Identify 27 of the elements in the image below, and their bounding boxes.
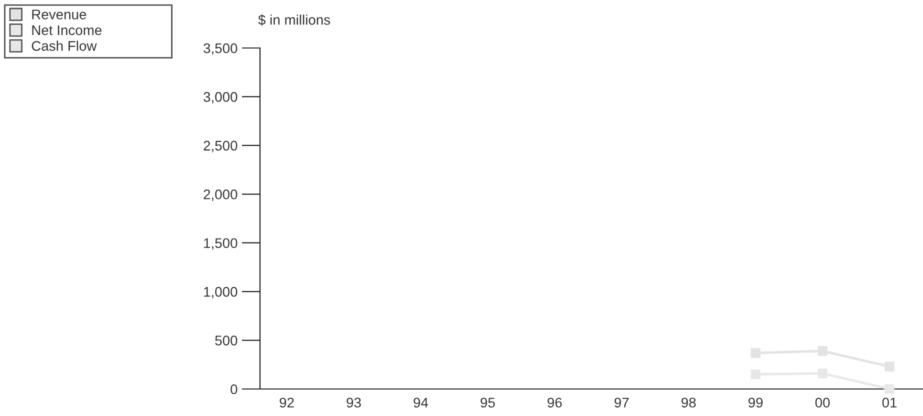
- y-tick-label: 3,000: [204, 92, 238, 104]
- x-tick-label: 96: [548, 398, 562, 408]
- legend-label: Revenue: [32, 10, 86, 20]
- x-tick-label: 92: [280, 398, 294, 408]
- x-tick-label: 01: [882, 398, 897, 408]
- x-tick-label: 93: [346, 398, 361, 408]
- point: [750, 370, 760, 380]
- y-tick-label: 2,500: [204, 140, 238, 152]
- point: [884, 384, 894, 394]
- point: [884, 362, 894, 372]
- y-tick-label: 1,500: [204, 238, 238, 250]
- legend-label: Cash Flow: [32, 40, 97, 51]
- x-tick-label: 99: [748, 398, 763, 408]
- legend-label: Net Income: [32, 25, 102, 36]
- y-tick-label: 0: [230, 384, 238, 394]
- y-axis-title: $ in millions: [258, 14, 330, 26]
- point: [818, 346, 828, 356]
- point: [750, 348, 760, 358]
- y-tick-label: 1,000: [204, 286, 238, 298]
- x-tick-label: 95: [480, 398, 495, 408]
- y-tick-label: 2,000: [204, 189, 238, 201]
- x-tick-label: 94: [414, 398, 428, 408]
- x-tick-label: 98: [682, 398, 696, 408]
- x-tick-label: 00: [815, 398, 830, 408]
- x-tick-label: 97: [614, 398, 629, 408]
- y-tick-label: 3,500: [204, 43, 238, 55]
- y-tick-label: 500: [215, 336, 238, 346]
